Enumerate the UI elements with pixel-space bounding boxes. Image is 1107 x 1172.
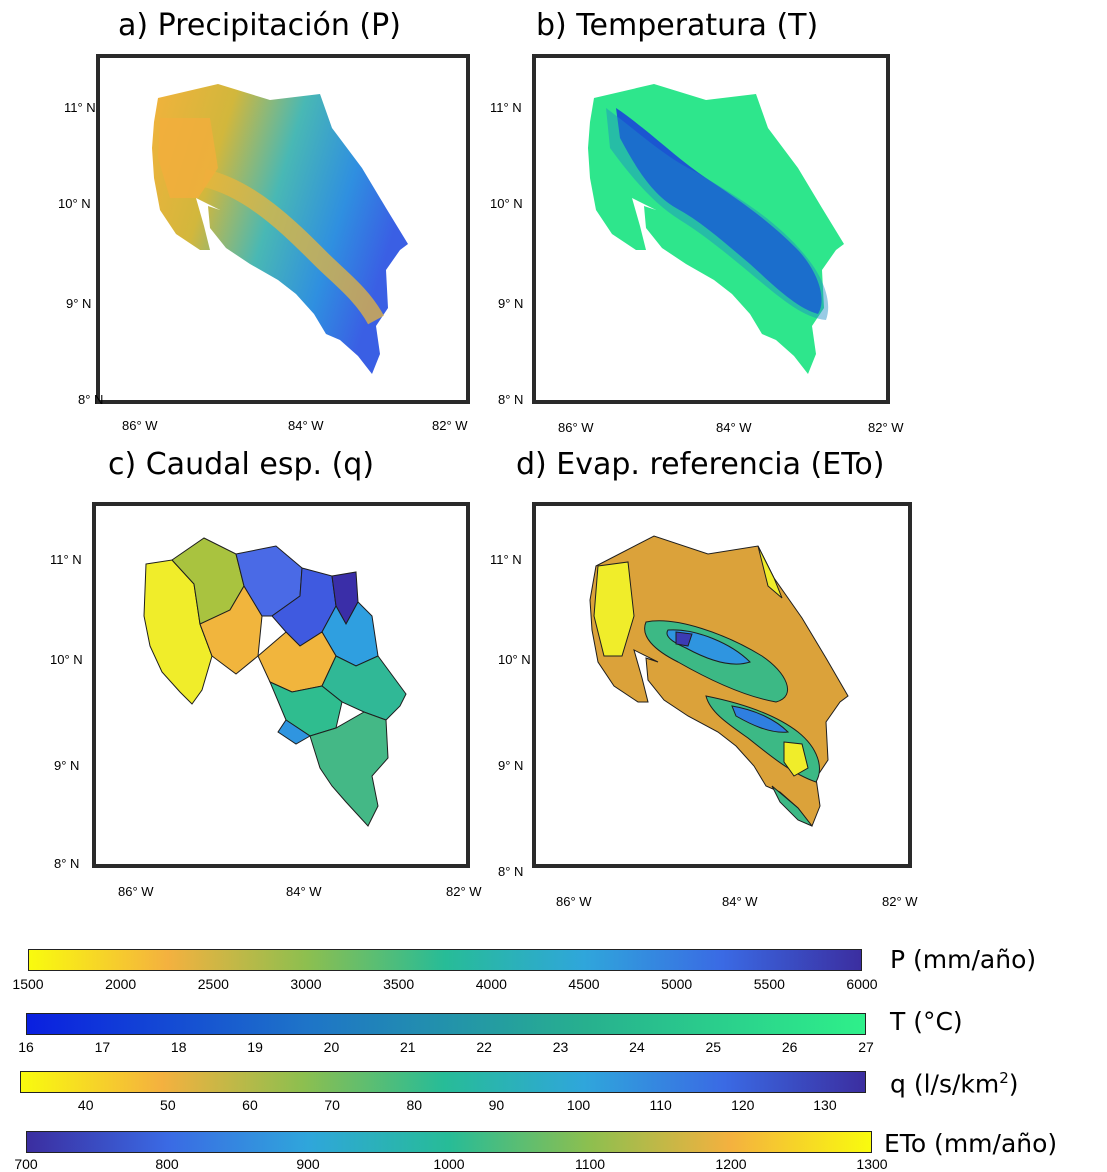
colorbar-q-tick-4: 80	[406, 1097, 422, 1113]
panel-d-lat-tick-3: 8° N	[498, 864, 523, 879]
colorbar-p-tick-5: 4000	[476, 976, 507, 992]
colorbar-p-tick-7: 5000	[661, 976, 692, 992]
panel-d-lat-tick-1: 10° N	[498, 652, 531, 667]
colorbar-eto-tick-2: 900	[296, 1156, 319, 1172]
colorbar-p-tick-1: 2000	[105, 976, 136, 992]
colorbar-t-tick-1: 17	[95, 1039, 111, 1055]
colorbar-q-tick-3: 70	[324, 1097, 340, 1113]
panel-b-map-svg	[536, 58, 886, 400]
colorbar-t-tick-5: 21	[400, 1039, 416, 1055]
panel-a-lon-tick-0: 86° W	[122, 418, 158, 433]
colorbar-eto-tick-5: 1200	[715, 1156, 746, 1172]
panel-c-lat-tick-3: 8° N	[54, 856, 79, 871]
colorbar-p-tick-2: 2500	[198, 976, 229, 992]
panel-b-lat-tick-2: 9° N	[498, 296, 523, 311]
colorbar-p-tick-4: 3500	[383, 976, 414, 992]
colorbar-q-tick-6: 100	[567, 1097, 590, 1113]
colorbar-p-tick-6: 4500	[568, 976, 599, 992]
panel-b-lon-tick-1: 84° W	[716, 420, 752, 435]
panel-d-lat-tick-2: 9° N	[498, 758, 523, 773]
panel-b-map	[532, 54, 890, 404]
panel-c-lat-tick-1: 10° N	[50, 652, 83, 667]
panel-d-map-svg	[536, 506, 908, 864]
colorbar-q-label-sup: 2	[999, 1069, 1009, 1087]
panel-b-lon-tick-2: 82° W	[868, 420, 904, 435]
panel-a-lat-tick-3: 8° N	[78, 392, 103, 407]
colorbar-t-tick-4: 20	[324, 1039, 340, 1055]
panel-c-lon-tick-0: 86° W	[118, 884, 154, 899]
colorbar-p-tick-0: 1500	[12, 976, 43, 992]
colorbar-p-label: P (mm/año)	[890, 945, 1036, 974]
colorbar-t-tick-9: 25	[705, 1039, 721, 1055]
panel-d-title: d) Evap. referencia (ETo)	[516, 447, 884, 482]
colorbar-q-tick-1: 50	[160, 1097, 176, 1113]
colorbar-p	[28, 949, 862, 971]
panel-d-lat-tick-0: 11° N	[490, 552, 522, 567]
colorbar-q-label-main: q (l/s/km	[890, 1069, 999, 1098]
panel-b-lon-tick-0: 86° W	[558, 420, 594, 435]
colorbar-eto-tick-0: 700	[14, 1156, 37, 1172]
panel-a-lat-tick-0: 11° N	[64, 100, 96, 115]
colorbar-t-tick-11: 27	[858, 1039, 874, 1055]
panel-b-lat-tick-0: 11° N	[490, 100, 522, 115]
panel-c-lat-tick-2: 9° N	[54, 758, 79, 773]
colorbar-q-tick-9: 130	[813, 1097, 836, 1113]
panel-d-lon-tick-2: 82° W	[882, 894, 918, 909]
panel-d-map	[532, 502, 912, 868]
colorbar-p-tick-3: 3000	[290, 976, 321, 992]
panel-b-lat-tick-1: 10° N	[490, 196, 523, 211]
colorbar-q-tick-7: 110	[649, 1097, 671, 1113]
panel-a-map-svg	[100, 58, 466, 400]
colorbar-t	[26, 1013, 866, 1035]
colorbar-t-tick-8: 24	[629, 1039, 645, 1055]
colorbar-t-label: T (°C)	[890, 1007, 963, 1036]
colorbar-t-tick-10: 26	[782, 1039, 798, 1055]
panel-c-lon-tick-2: 82° W	[446, 884, 482, 899]
colorbar-q-tick-0: 40	[78, 1097, 94, 1113]
colorbar-p-tick-9: 6000	[846, 976, 877, 992]
panel-a-lon-tick-2: 82° W	[432, 418, 468, 433]
panel-d-lon-tick-0: 86° W	[556, 894, 592, 909]
panel-d-lon-tick-1: 84° W	[722, 894, 758, 909]
colorbar-eto-tick-6: 1300	[856, 1156, 887, 1172]
panel-c-lat-tick-0: 11° N	[50, 552, 82, 567]
panel-a-map	[96, 54, 470, 404]
colorbar-q-tick-8: 120	[731, 1097, 754, 1113]
colorbar-t-tick-2: 18	[171, 1039, 187, 1055]
colorbar-t-tick-0: 16	[18, 1039, 34, 1055]
colorbar-eto-tick-4: 1100	[575, 1156, 605, 1172]
panel-c-map-svg	[96, 506, 466, 864]
panel-c-title: c) Caudal esp. (q)	[108, 447, 374, 482]
colorbar-eto-tick-1: 800	[155, 1156, 178, 1172]
colorbar-eto-tick-3: 1000	[433, 1156, 464, 1172]
colorbar-q-tick-5: 90	[489, 1097, 505, 1113]
colorbar-eto	[26, 1131, 872, 1153]
panel-a-title: a) Precipitación (P)	[118, 8, 401, 43]
panel-a-lat-tick-1: 10° N	[58, 196, 91, 211]
colorbar-q	[20, 1071, 866, 1093]
colorbar-t-tick-7: 23	[553, 1039, 569, 1055]
colorbar-t-tick-3: 19	[247, 1039, 263, 1055]
panel-a-lat-tick-2: 9° N	[66, 296, 91, 311]
colorbar-eto-label: ETo (mm/año)	[884, 1129, 1057, 1158]
panel-c-map	[92, 502, 470, 868]
colorbar-q-label-end: )	[1009, 1069, 1019, 1098]
colorbar-p-tick-8: 5500	[754, 976, 785, 992]
panel-c-lon-tick-1: 84° W	[286, 884, 322, 899]
panel-a-lon-tick-1: 84° W	[288, 418, 324, 433]
panel-b-lat-tick-3: 8° N	[498, 392, 523, 407]
colorbar-t-tick-6: 22	[476, 1039, 492, 1055]
colorbar-q-label: q (l/s/km2)	[890, 1069, 1019, 1098]
colorbar-q-tick-2: 60	[242, 1097, 258, 1113]
panel-b-title: b) Temperatura (T)	[536, 8, 818, 43]
